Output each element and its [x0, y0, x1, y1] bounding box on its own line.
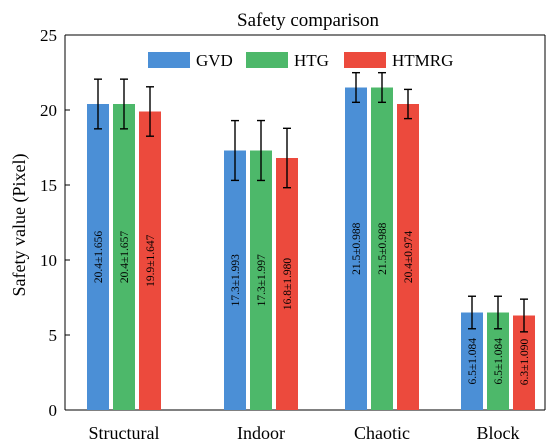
bar-value-label: 21.5±0.988: [377, 222, 389, 275]
bar: [139, 111, 161, 410]
bar-value-label: 20.4±0.974: [403, 231, 415, 284]
y-tick-label: 5: [49, 326, 58, 345]
bar: [345, 87, 367, 410]
legend-swatch: [148, 52, 190, 68]
y-tick-label: 20: [40, 101, 57, 120]
bar: [461, 312, 483, 410]
bar-value-label: 17.3±1.997: [256, 254, 268, 307]
bar: [250, 150, 272, 410]
legend-swatch: [344, 52, 386, 68]
plot-area: 0 5 10 15 20 25 Structural 20.4±1.656 20.4±1.657…: [40, 26, 546, 443]
legend-label: HTMRG: [392, 51, 453, 70]
bar: [224, 150, 246, 410]
y-axis-label: Safety value (Pixel): [9, 154, 30, 297]
y-tick-label: 0: [49, 401, 58, 420]
legend-label: GVD: [196, 51, 233, 70]
bar: [487, 312, 509, 410]
x-category-label: Structural: [89, 423, 160, 443]
bar-value-label: 16.8±1.980: [282, 258, 294, 311]
legend-swatch: [246, 52, 288, 68]
bar-value-label: 6.5±1.084: [467, 338, 479, 385]
bar: [113, 104, 135, 410]
x-category-label: Indoor: [237, 423, 285, 443]
y-tick-label: 25: [40, 26, 57, 45]
bar-value-label: 19.9±1.647: [145, 234, 157, 287]
x-category-label: Block: [477, 423, 520, 443]
bar: [87, 104, 109, 410]
bar-value-label: 17.3±1.993: [230, 254, 242, 307]
y-tick-label: 15: [40, 176, 57, 195]
y-tick-label: 10: [40, 251, 57, 270]
x-category-label: Chaotic: [354, 423, 410, 443]
bar: [276, 158, 298, 410]
bar: [397, 104, 419, 410]
chart-title: Safety comparison: [237, 10, 379, 31]
bar-value-label: 20.4±1.656: [93, 231, 105, 284]
legend: GVD HTG HTMRG: [148, 51, 453, 70]
bar-value-label: 6.5±1.084: [493, 338, 505, 385]
bar-value-label: 20.4±1.657: [119, 231, 131, 284]
bar-value-label: 21.5±0.988: [351, 222, 363, 275]
bar: [371, 87, 393, 410]
bar: [513, 315, 535, 410]
bar-value-label: 6.3±1.090: [519, 338, 531, 385]
legend-label: HTG: [294, 51, 329, 70]
